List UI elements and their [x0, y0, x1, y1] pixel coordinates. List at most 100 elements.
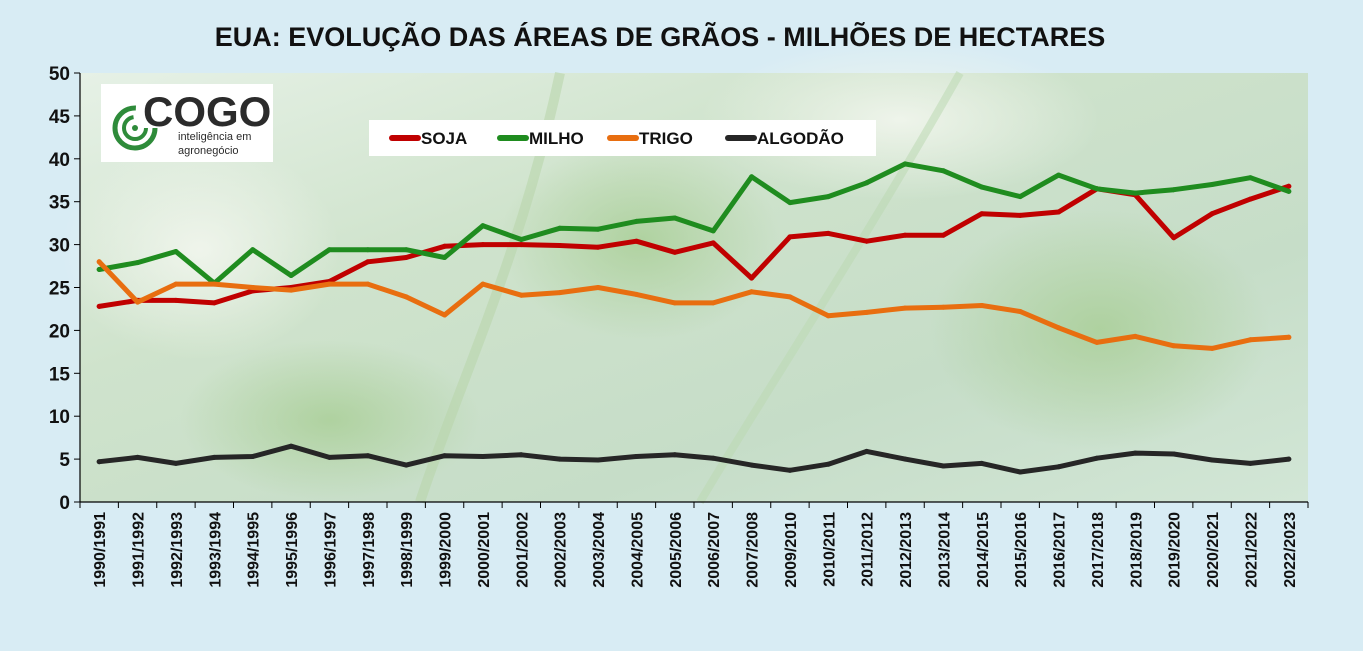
data-point-soja: [96, 303, 102, 309]
data-point-trigo: [940, 304, 946, 310]
data-point-soja: [595, 244, 601, 250]
data-point-trigo: [1056, 325, 1062, 331]
data-point-soja: [787, 234, 793, 240]
data-point-trigo: [365, 281, 371, 287]
y-tick-label: 35: [49, 193, 71, 214]
legend-label-trigo: TRIGO: [639, 129, 693, 148]
y-tick-label: 45: [49, 107, 71, 128]
y-tick-label: 0: [59, 493, 70, 514]
data-point-algodao: [1094, 455, 1100, 461]
x-tick-label: 2001/2002: [514, 512, 531, 588]
data-point-milho: [518, 237, 524, 242]
logo-brand: COGO: [143, 88, 271, 135]
data-point-algodao: [1171, 451, 1177, 457]
data-point-algodao: [557, 456, 563, 462]
data-point-algodao: [787, 467, 793, 473]
data-point-milho: [979, 184, 985, 190]
data-point-trigo: [1017, 309, 1023, 314]
data-point-milho: [633, 218, 639, 224]
data-point-algodao: [518, 452, 524, 458]
data-point-milho: [135, 260, 141, 266]
data-point-soja: [825, 230, 831, 236]
data-point-trigo: [749, 289, 755, 295]
data-point-soja: [403, 255, 409, 260]
data-point-soja: [1017, 212, 1023, 218]
x-tick-label: 2021/2022: [1243, 512, 1260, 588]
x-tick-label: 2015/2016: [1013, 512, 1030, 588]
data-point-trigo: [1209, 345, 1215, 351]
data-point-trigo: [96, 259, 102, 265]
x-tick-label: 2017/2018: [1090, 512, 1107, 588]
data-point-milho: [326, 247, 332, 253]
data-point-trigo: [518, 292, 524, 298]
data-point-soja: [710, 240, 716, 246]
data-point-milho: [940, 168, 946, 174]
x-tick-label: 2018/2019: [1128, 512, 1145, 588]
data-point-soja: [442, 243, 448, 249]
data-point-algodao: [1056, 464, 1062, 470]
axes: 0 5 10 15 20 25 30 35 40 45 50 1990/1991 1991/1992 19…: [49, 64, 1309, 588]
data-point-trigo: [672, 300, 678, 306]
data-point-milho: [173, 249, 179, 254]
x-tick-label: 2020/2021: [1205, 512, 1222, 588]
x-tick-label: 2003/2004: [591, 512, 608, 588]
x-tick-label: 2019/2020: [1167, 512, 1184, 588]
x-tick-label: 2011/2012: [860, 512, 877, 587]
data-point-milho: [442, 255, 448, 260]
series-layer: [96, 161, 1292, 475]
legend-label-milho: MILHO: [529, 129, 584, 148]
data-point-algodao: [250, 454, 256, 459]
data-point-trigo: [1247, 337, 1253, 343]
data-point-trigo: [173, 281, 179, 287]
data-point-algodao: [403, 462, 409, 468]
data-point-soja: [173, 297, 179, 303]
data-point-trigo: [825, 313, 831, 319]
data-point-milho: [1056, 172, 1062, 178]
data-point-milho: [480, 223, 486, 229]
series-line-algodao: [96, 443, 1292, 475]
y-tick-label: 30: [49, 236, 70, 257]
data-point-algodao: [1132, 450, 1138, 456]
data-point-milho: [96, 267, 102, 272]
data-point-trigo: [326, 281, 332, 287]
data-point-algodao: [595, 457, 601, 463]
x-tick-label: 1996/1997: [322, 512, 339, 588]
data-point-algodao: [979, 460, 985, 466]
data-point-trigo: [403, 294, 409, 300]
data-point-trigo: [864, 309, 870, 315]
x-tick-label: 1990/1991: [92, 512, 109, 588]
data-point-trigo: [480, 281, 486, 287]
data-point-trigo: [135, 299, 141, 305]
x-tick-label: 2002/2003: [553, 512, 570, 588]
y-tick-label: 50: [49, 64, 70, 85]
data-point-algodao: [940, 463, 946, 469]
x-tick-label: 1995/1996: [284, 512, 301, 588]
data-point-milho: [902, 161, 908, 167]
legend-label-soja: SOJA: [421, 129, 467, 148]
data-point-algodao: [365, 453, 371, 459]
data-point-algodao: [480, 454, 486, 459]
data-point-trigo: [1132, 333, 1138, 339]
x-tick-label: 2022/2023: [1282, 512, 1299, 588]
data-point-algodao: [1286, 456, 1292, 462]
cogo-logo: COGO inteligência em agronegócio: [101, 84, 273, 162]
legend: SOJA MILHO TRIGO ALGODÃO: [369, 120, 876, 156]
data-point-soja: [902, 232, 908, 238]
x-tick-label: 1998/1999: [399, 512, 416, 588]
data-point-milho: [710, 228, 716, 234]
data-point-trigo: [288, 287, 294, 293]
logo-mark-icon: [112, 105, 158, 151]
data-point-trigo: [710, 300, 716, 306]
series-line-milho: [96, 161, 1292, 286]
x-tick-label: 2004/2005: [629, 512, 646, 588]
data-point-milho: [749, 174, 755, 180]
data-point-milho: [403, 247, 409, 253]
series-line-trigo: [96, 259, 1292, 351]
x-tick-label: 2016/2017: [1052, 512, 1069, 588]
data-point-algodao: [1017, 469, 1023, 475]
x-tick-label: 1993/1994: [207, 512, 224, 588]
data-point-soja: [940, 232, 946, 238]
data-point-trigo: [1171, 343, 1177, 349]
data-point-algodao: [672, 452, 678, 458]
data-point-soja: [557, 243, 563, 248]
